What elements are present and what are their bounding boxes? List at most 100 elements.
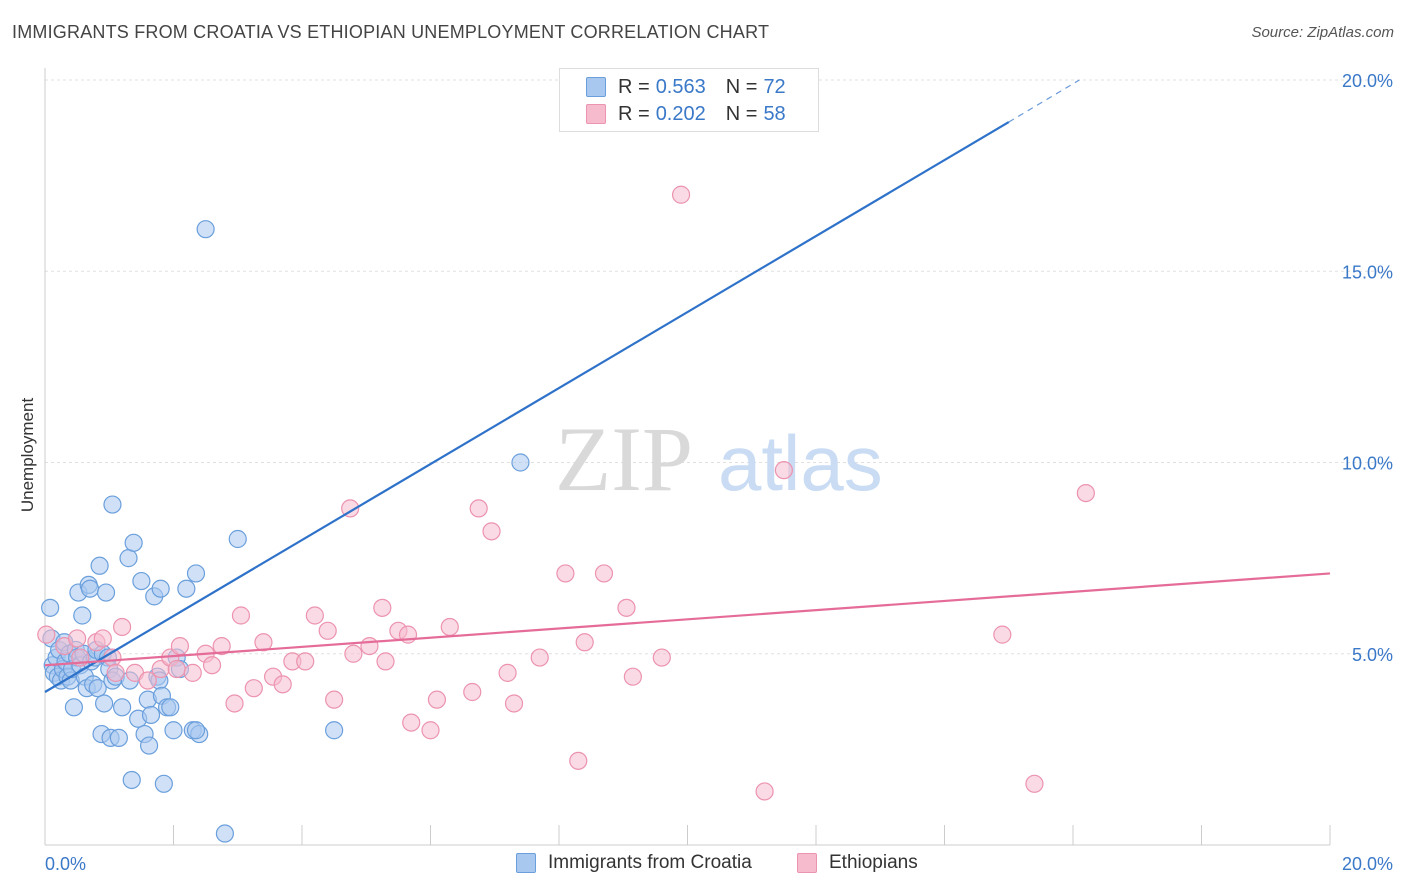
croatia-point [215,824,234,843]
ethiopia-point [273,675,292,694]
x-tick-label: 20.0% [1342,854,1393,874]
y-tick-label: 20.0% [1342,71,1393,91]
croatia-point [109,728,128,748]
legend-row-croatia: R = 0.563 N = 72 [586,75,786,99]
ethiopia-point [482,522,501,541]
croatia-point [141,705,161,725]
ethiopia-point [427,690,447,709]
croatia-point [151,579,170,598]
ethiopia-point [360,636,379,656]
croatia-point [112,698,132,717]
points-layer [37,185,1095,843]
ethiopia-point [774,461,793,480]
watermark: ZIP atlas [555,408,883,510]
ethiopia-point [556,564,575,583]
source-label: Source: ZipAtlas.com [1251,24,1394,41]
legend-n-value: 72 [763,75,786,98]
croatia-point [325,721,344,740]
croatia-point [103,495,122,514]
legend-n-label: N = [725,75,758,98]
ethiopia-point [212,636,231,656]
ethiopia-point [373,598,392,617]
legend-n-value: 58 [763,102,786,125]
y-axis-label: Unemployment [18,398,37,513]
ethiopia-point [376,652,395,671]
ethiopia-point [231,606,251,625]
croatia-point [139,736,159,755]
ethiopia-point [1025,774,1044,793]
ethiopia-point [305,606,324,625]
ethiopia-point [296,652,315,671]
croatia-point [119,549,138,568]
croatia-point [186,721,206,740]
legend-n-label: N = [725,102,758,125]
croatia-point [73,606,92,625]
bottom-legend-croatia: Immigrants from Croatia [516,852,752,874]
ethiopia-point [594,564,614,583]
ethiopia-point [617,598,636,617]
ethiopia-point [138,671,157,690]
y-tick-label: 15.0% [1342,262,1393,282]
legend-swatch-ethiopia [586,104,606,124]
bottom-legend-swatch-croatia [516,853,536,873]
legend-row-ethiopia: R = 0.202 N = 58 [586,102,786,126]
croatia-trend-line [44,121,1010,693]
legend-r-label: R = [618,75,650,98]
legend-r-label: R = [618,102,650,125]
y-tick-label: 5.0% [1352,645,1393,665]
grid-layer [45,79,1395,655]
ethiopia-point [344,644,363,663]
ethiopia-point [37,625,56,644]
ethiopia-point [112,617,132,637]
croatia-point [95,694,114,713]
ethiopia-point [498,663,517,682]
bottom-legend-label-ethiopia: Ethiopians [829,852,918,873]
ethiopia-point [202,656,222,675]
watermark-zip: ZIP [555,408,693,510]
croatia-point [164,721,183,740]
bottom-legend-swatch-ethiopia [797,853,817,873]
x-tick-label: 0.0% [45,854,86,874]
ethiopia-point [318,621,337,640]
ethiopia-point [421,721,440,740]
ethiopia-point [530,648,549,667]
ethiopia-point [170,636,190,656]
croatia-point [154,774,173,793]
croatia-point [122,770,141,790]
ethiopia-point [623,667,642,686]
ethiopia-trend-line [44,572,1331,667]
watermark-atlas: atlas [718,419,883,507]
y-tick-label: 10.0% [1342,454,1393,474]
croatia-point [80,579,100,598]
ethiopia-point [569,751,588,770]
croatia-point [177,579,196,598]
ethiopia-point [106,663,125,682]
croatia-point [132,571,151,591]
bottom-legend-ethiopia: Ethiopians [797,852,918,874]
ethiopia-point [225,694,244,713]
ethiopia-point [244,679,263,698]
ethiopia-point [68,629,87,648]
ethiopia-point [1076,484,1095,503]
croatia-point [64,698,84,717]
ethiopia-point [575,633,594,652]
ethiopia-point [167,659,186,679]
croatia-point [124,533,143,552]
ethiopia-point [93,629,112,648]
ethiopia-point [469,499,488,518]
legend-swatch-croatia [586,77,606,97]
ethiopia-point [504,694,524,713]
croatia-point [88,679,107,698]
croatia-point [228,529,247,549]
ethiopia-point [325,690,344,709]
legend-r-value: 0.563 [655,75,706,98]
croatia-point [161,698,180,717]
croatia-point [196,220,215,239]
ethiopia-point [254,633,273,652]
ethiopia-point [183,663,202,682]
ethiopia-point [402,713,421,732]
croatia-point [90,556,109,575]
ethiopia-point [755,782,774,801]
ethiopia-point [993,625,1012,644]
ethiopia-point [440,617,459,637]
